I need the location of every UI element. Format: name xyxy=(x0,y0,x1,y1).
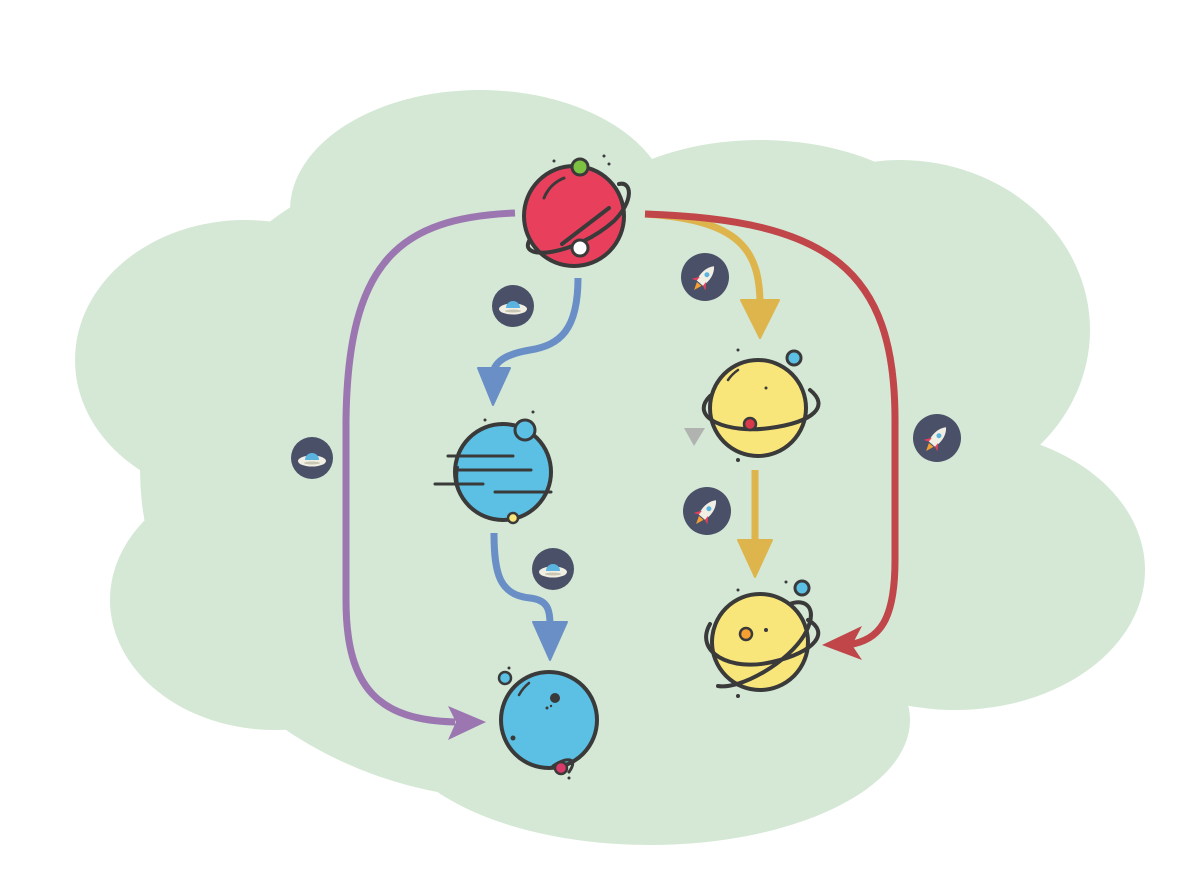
ufo-icon xyxy=(532,548,574,590)
rocket-icon xyxy=(681,253,729,301)
edge-red-to-blue-purple xyxy=(342,209,516,726)
ufo-icon xyxy=(492,285,534,327)
blue-planet-icon xyxy=(497,666,599,780)
yellow-double-ring-planet-icon xyxy=(704,579,821,698)
blue-striped-planet-icon xyxy=(433,410,553,525)
arrowheads xyxy=(448,299,862,740)
edge-red-to-striped-blue xyxy=(488,277,582,381)
edge-red-to-yellow-double-ring xyxy=(644,210,899,649)
yellow-ringed-planet-icon xyxy=(701,348,821,462)
ufo-icon xyxy=(291,437,333,479)
edge-striped-to-blue xyxy=(490,532,554,626)
rocket-icon xyxy=(913,414,961,462)
rocket-icon xyxy=(683,487,731,535)
red-planet-icon xyxy=(522,154,631,268)
